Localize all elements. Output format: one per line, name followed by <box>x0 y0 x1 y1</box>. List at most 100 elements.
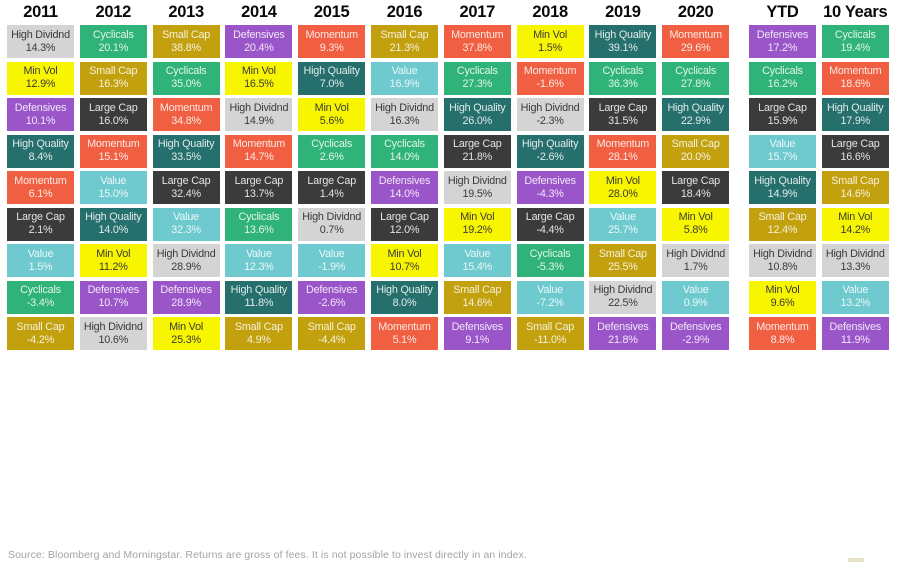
factor-cell: High Dividnd -2.3% <box>516 98 584 131</box>
factor-cell: Small Cap 38.8% <box>152 25 220 58</box>
factor-cell: Defensives 21.8% <box>589 317 657 350</box>
factor-return-value: 28.9% <box>171 297 201 309</box>
factor-cell: High Dividnd 10.8% <box>748 244 816 277</box>
factor-name: Cyclicals <box>762 65 803 77</box>
factor-name: Defensives <box>451 320 504 333</box>
factor-return-value: -11.0% <box>533 333 567 346</box>
factor-return-value: 14.9% <box>244 114 274 127</box>
factor-cell: Small Cap -4.2% <box>7 317 74 350</box>
factor-cell: Min Vol 5.8% <box>662 207 730 241</box>
factor-cell: High Quality 7.0% <box>298 61 366 95</box>
factor-cell: Min Vol 25.3% <box>152 317 220 350</box>
factor-name: Large Cap <box>525 211 575 223</box>
factor-cell: Small Cap 21.3% <box>370 25 438 58</box>
factor-return-value: 1.5% <box>538 41 562 54</box>
factor-cell: Min Vol 16.5% <box>225 61 293 95</box>
factor-cell: Cyclicals 16.2% <box>748 61 816 95</box>
factor-cell: High Quality 11.8% <box>225 280 293 314</box>
factor-return-value: 1.7% <box>683 260 708 273</box>
factor-cell: Large Cap 16.6% <box>821 134 889 168</box>
column-2012: 2012 Cyclicals 20.1% Small Cap 16.3% Large Ca… <box>79 2 147 354</box>
factor-name: High Dividnd <box>520 101 580 114</box>
factor-cell: Large Cap 18.4% <box>662 171 730 204</box>
factor-return-value: 12.9% <box>25 78 56 90</box>
factor-cell: Min Vol 12.9% <box>7 61 74 95</box>
factor-name: Value <box>318 247 345 260</box>
column-header: 2015 <box>313 3 350 21</box>
factor-return-value: 22.9% <box>680 114 711 127</box>
factor-name: Large Cap <box>671 174 720 187</box>
factor-name: Min Vol <box>241 65 276 77</box>
factor-cell: Momentum 34.8% <box>152 98 220 131</box>
factor-cell: Large Cap -4.4% <box>516 207 584 241</box>
factor-name: High Dividnd <box>447 174 507 187</box>
factor-cell: Small Cap 20.0% <box>662 134 730 168</box>
factor-name: Min Vol <box>605 174 640 187</box>
factor-cell: Value 13.2% <box>821 280 889 314</box>
factor-name: High Dividnd <box>11 28 70 41</box>
column-2019: 2019 High Quality 39.1% Cyclicals 36.3% Large… <box>589 2 657 354</box>
factor-return-value: 18.6% <box>840 78 871 90</box>
factor-return-value: 16.2% <box>767 78 798 90</box>
factor-name: High Dividnd <box>229 101 289 114</box>
factor-name: Large Cap <box>380 211 429 223</box>
factor-return-value: -7.2% <box>536 297 564 309</box>
factor-name: Momentum <box>159 101 213 114</box>
factor-return-value: 7.0% <box>319 78 344 90</box>
factor-return-value: 1.4% <box>319 187 344 200</box>
factor-return-value: 10.7% <box>389 260 420 273</box>
factor-name: Small Cap <box>307 320 356 333</box>
factor-name: Value <box>609 211 636 223</box>
factor-return-value: 15.1% <box>98 151 129 163</box>
factor-return-value: 14.6% <box>840 187 871 200</box>
factor-cell: Cyclicals 14.0% <box>370 134 438 168</box>
factor-cell: High Quality 17.9% <box>821 98 889 131</box>
factor-name: Small Cap <box>831 174 880 187</box>
factor-name: High Quality <box>667 101 724 114</box>
factor-name: Small Cap <box>598 247 647 260</box>
factor-cell: Momentum 29.6% <box>662 25 730 58</box>
factor-return-value: 14.7% <box>244 151 274 163</box>
factor-return-value: 15.4% <box>462 260 493 273</box>
factor-return-value: 2.1% <box>28 224 53 236</box>
factor-name: Momentum <box>451 28 504 41</box>
factor-return-value: 15.0% <box>98 187 129 200</box>
factor-cell: Defensives 10.1% <box>7 98 74 131</box>
factor-name: High Dividnd <box>593 284 653 296</box>
factor-return-value: 19.4% <box>840 41 871 54</box>
factor-return-value: 4.9% <box>246 333 271 346</box>
factor-return-value: -1.9% <box>318 260 346 273</box>
factor-return-value: 8.4% <box>28 151 53 163</box>
factor-return-value: 8.8% <box>770 333 795 346</box>
column-header: YTD <box>766 3 799 21</box>
factor-cell: Momentum 5.1% <box>370 317 438 350</box>
factor-return-value: 13.6% <box>244 224 274 236</box>
factor-return-value: 16.3% <box>98 78 129 90</box>
factor-name: Large Cap <box>758 101 807 114</box>
factor-return-value: 34.8% <box>171 114 201 127</box>
column-header: 2018 <box>532 3 568 21</box>
factor-return-value: 17.9% <box>840 114 871 127</box>
factor-return-value: -3.4% <box>26 297 55 309</box>
factor-return-value: 0.7% <box>319 224 344 236</box>
factor-name: Value <box>173 211 199 223</box>
factor-return-value: 13.7% <box>244 187 274 200</box>
factor-name: Cyclicals <box>20 284 61 296</box>
column-header: 2017 <box>459 3 496 21</box>
factor-return-value: 6.1% <box>28 187 53 200</box>
factor-cell: Min Vol 11.2% <box>79 244 147 277</box>
factor-name: Cyclicals <box>384 138 425 150</box>
factor-return-value: 37.8% <box>462 41 493 54</box>
factor-cell: Cyclicals 19.4% <box>821 25 889 58</box>
factor-cell: High Dividnd 19.5% <box>443 171 511 204</box>
column-header: 10 Years <box>823 3 888 21</box>
factor-cell: Small Cap 4.9% <box>225 317 293 350</box>
factor-name: Cyclicals <box>834 28 876 41</box>
factor-cell: High Dividnd 14.9% <box>225 98 293 131</box>
factor-cell: Large Cap 13.7% <box>225 171 293 204</box>
factor-name: High Quality <box>754 174 811 187</box>
column-10-years: 10 Years Cyclicals 19.4% Momentum 18.6% High … <box>821 2 889 354</box>
factor-name: Small Cap <box>89 65 138 77</box>
factor-cell: Momentum -1.6% <box>516 61 584 95</box>
factor-return-value: -2.6% <box>536 151 564 163</box>
